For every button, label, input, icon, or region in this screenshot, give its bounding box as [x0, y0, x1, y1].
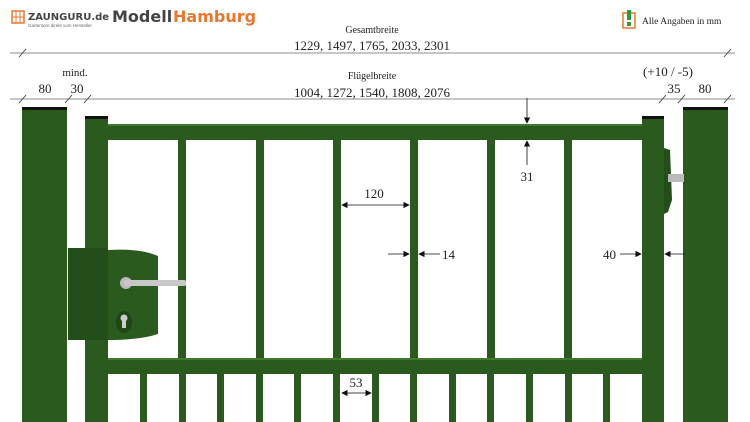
- lower-picket: [372, 372, 379, 422]
- lower-picket: [179, 372, 186, 422]
- vertical-bar: [178, 140, 186, 360]
- brand-name: ZAUNGURU.de: [28, 12, 109, 23]
- lower-picket: [487, 372, 494, 422]
- lower-picket: [449, 372, 456, 422]
- right-tolerance: (+10 / -5): [643, 64, 693, 79]
- left-gap-note: mind.: [62, 67, 88, 79]
- leaf-width-values: 1004, 1272, 1540, 1808, 2076: [294, 85, 451, 100]
- dimension-lines: [10, 48, 735, 104]
- bar-spacing-label: 120: [364, 186, 384, 201]
- left-post: [22, 107, 67, 422]
- picket-spacing-label: 53: [350, 375, 363, 390]
- lower-picket: [603, 372, 610, 422]
- overall-width-values: 1229, 1497, 1765, 2033, 2301: [294, 38, 450, 53]
- measurement-arrows: [341, 98, 685, 397]
- bar-width-label: 14: [442, 247, 456, 262]
- stile-width-label: 40: [603, 247, 616, 262]
- gate-lock: [68, 248, 186, 340]
- model-name: Hamburg: [173, 7, 256, 26]
- right-post-width: 80: [699, 81, 712, 96]
- vertical-bar: [333, 140, 341, 360]
- right-post: [683, 107, 728, 422]
- lock-stile: [642, 116, 664, 422]
- lower-picket: [140, 372, 147, 422]
- vertical-bar: [487, 140, 495, 360]
- lower-picket: [333, 372, 340, 422]
- vertical-bar: [410, 140, 418, 360]
- door-handle[interactable]: [120, 277, 186, 289]
- left-gap: 30: [71, 81, 84, 96]
- lower-picket: [217, 372, 224, 422]
- info-icon: [622, 10, 636, 29]
- latch: [664, 148, 684, 214]
- lower-picket: [294, 372, 301, 422]
- overall-width-label: Gesamtbreite: [345, 25, 399, 36]
- vertical-bar: [256, 140, 264, 360]
- units-note: Alle Angaben in mm: [642, 17, 722, 27]
- right-gap: 35: [668, 81, 681, 96]
- lower-picket: [526, 372, 533, 422]
- vertical-bar: [564, 140, 572, 360]
- lower-picket: [565, 372, 572, 422]
- lower-picket: [256, 372, 263, 422]
- zaunguru-logo[interactable]: ZAUNGURU.de Gartentore direkt vom Herste…: [11, 10, 109, 28]
- left-post-width: 80: [39, 81, 52, 96]
- brand-tagline: Gartentore direkt vom Hersteller: [28, 23, 93, 28]
- gate-leaf: [85, 116, 664, 422]
- lower-picket: [410, 372, 417, 422]
- leaf-width-label: Flügelbreite: [348, 71, 397, 82]
- model-prefix: Modell: [112, 7, 172, 26]
- rail-height-label: 31: [521, 169, 534, 184]
- keyhole-icon: [116, 311, 132, 333]
